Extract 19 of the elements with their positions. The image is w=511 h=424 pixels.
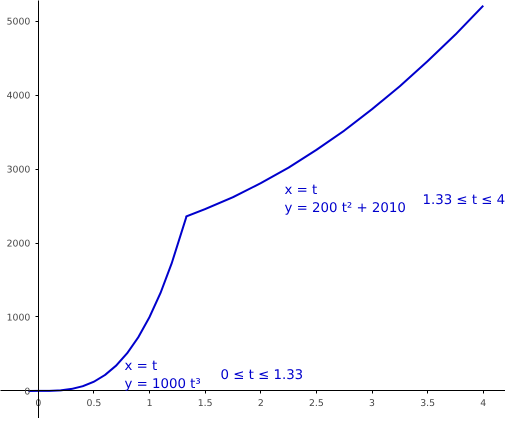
y-tick-label: 2000 xyxy=(6,238,30,250)
x-tick-label: 4 xyxy=(480,398,486,409)
y-tick-label: 5000 xyxy=(6,16,30,28)
annotation: x = t xyxy=(284,183,318,198)
y-tick-label: 4000 xyxy=(6,90,30,102)
annotation: y = 200 t² + 2010 xyxy=(284,201,406,216)
annotation: 0 ≤ t ≤ 1.33 xyxy=(220,368,304,383)
x-tick-label: 2 xyxy=(258,398,264,409)
x-tick-label: 1 xyxy=(146,398,153,409)
x-tick-label: 3 xyxy=(369,398,376,409)
annotation: y = 1000 t³ xyxy=(124,377,201,392)
x-tick-label: 1.5 xyxy=(198,398,213,409)
annotation: x = t xyxy=(124,359,158,374)
x-tick-label: 0.5 xyxy=(86,398,102,409)
y-tick-label: 1000 xyxy=(6,312,30,324)
x-tick-label: 3.5 xyxy=(420,398,436,409)
annotation: 1.33 ≤ t ≤ 4 xyxy=(422,193,506,208)
y-tick-label: 3000 xyxy=(6,164,30,176)
x-tick-label: 2.5 xyxy=(308,398,324,409)
